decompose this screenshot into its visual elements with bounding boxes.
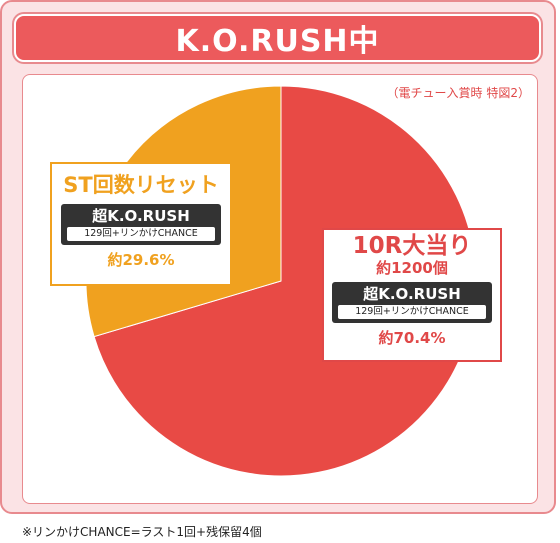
st-reset-mode-box: 超K.O.RUSH 129回+リンかけCHANCE — [61, 204, 221, 245]
jackpot-percent: 約70.4% — [378, 329, 446, 347]
jackpot-detail: 129回+リンかけCHANCE — [338, 305, 486, 319]
jackpot-title: 10R大当り — [352, 233, 472, 259]
jackpot-mode-box: 超K.O.RUSH 129回+リンかけCHANCE — [332, 282, 492, 323]
st-reset-mode: 超K.O.RUSH — [92, 207, 190, 225]
label-10r-jackpot: 10R大当り 約1200個 超K.O.RUSH 129回+リンかけCHANCE … — [322, 228, 502, 362]
jackpot-payout: 約1200個 — [376, 259, 448, 277]
st-reset-detail: 129回+リンかけCHANCE — [67, 227, 215, 241]
pie-slice-10r-jackpot — [93, 85, 477, 477]
label-st-reset: ST回数リセット 超K.O.RUSH 129回+リンかけCHANCE 約29.6… — [50, 162, 232, 286]
jackpot-mode: 超K.O.RUSH — [363, 285, 461, 303]
header-title: K.O.RUSH中 — [175, 24, 380, 59]
footnote: ※リンかけCHANCE=ラスト1回+残保留4個 — [22, 525, 262, 539]
st-reset-title: ST回数リセット — [63, 173, 219, 197]
condition-note: （電チュー入賞時 特図2） — [386, 86, 530, 100]
st-reset-percent: 約29.6% — [107, 251, 175, 269]
header-banner: K.O.RUSH中 — [14, 14, 541, 62]
